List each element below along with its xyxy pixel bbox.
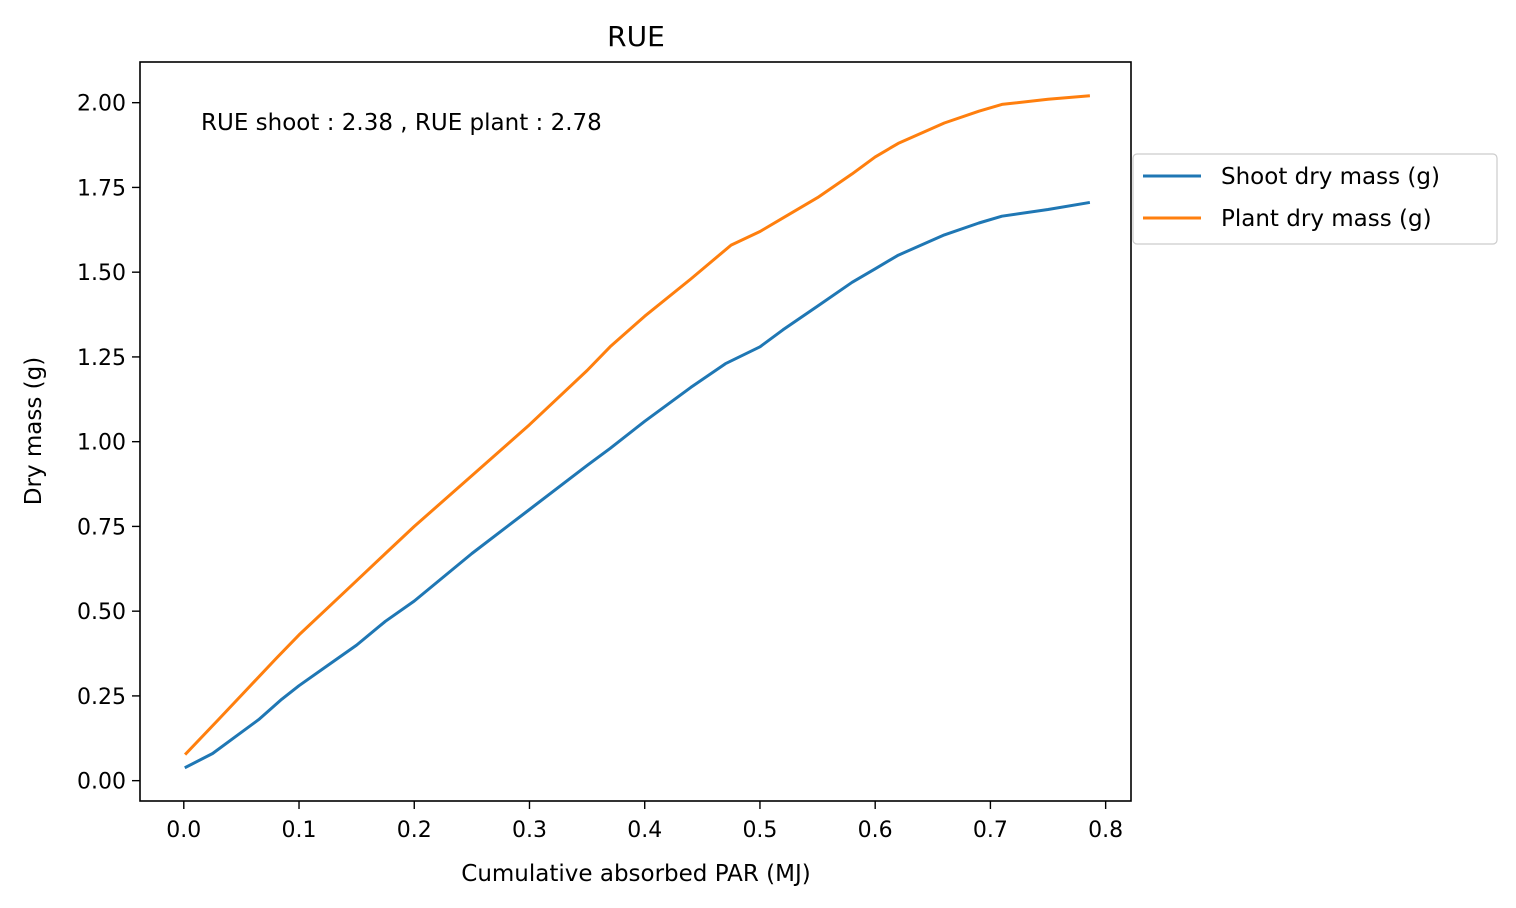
x-tick-label: 0.3 xyxy=(512,818,547,843)
y-tick-label: 1.00 xyxy=(77,431,126,456)
x-tick-label: 0.7 xyxy=(973,818,1008,843)
y-tick-label: 0.75 xyxy=(77,515,126,540)
y-tick-label: 0.50 xyxy=(77,600,126,625)
series-line-shoot xyxy=(184,200,1091,770)
series-line-plant xyxy=(183,94,1091,756)
y-tick-label: 0.00 xyxy=(77,770,126,795)
x-tick-label: 0.6 xyxy=(858,818,893,843)
y-tick-label: 1.75 xyxy=(77,176,126,201)
x-axis-label: Cumulative absorbed PAR (MJ) xyxy=(461,861,810,887)
chart-title: RUE xyxy=(607,20,665,53)
series-layer xyxy=(183,94,1091,770)
rue-annotation: RUE shoot : 2.38 , RUE plant : 2.78 xyxy=(201,110,602,136)
y-axis: 0.00 0.25 0.50 0.75 1.00 1.25 1.50 1.75 2.00 xyxy=(77,92,140,795)
y-tick-label: 2.00 xyxy=(77,92,126,117)
legend-frame xyxy=(1132,153,1498,245)
x-tick-label: 0.8 xyxy=(1088,818,1123,843)
x-tick-label: 0.4 xyxy=(627,818,662,843)
x-tick-label: 0.1 xyxy=(282,818,317,843)
y-tick-label: 0.25 xyxy=(77,685,126,710)
x-tick-label: 0.2 xyxy=(397,818,432,843)
legend-label-plant: Plant dry mass (g) xyxy=(1221,206,1432,232)
y-tick-label: 1.25 xyxy=(77,346,126,371)
y-axis-label: Dry mass (g) xyxy=(21,357,47,505)
x-axis: 0.0 0.1 0.2 0.3 0.4 0.5 0.6 0.7 0.8 xyxy=(166,801,1123,843)
legend: Shoot dry mass (g) Plant dry mass (g) xyxy=(1132,153,1498,245)
x-tick-label: 0.0 xyxy=(166,818,201,843)
legend-label-shoot: Shoot dry mass (g) xyxy=(1221,164,1440,190)
x-tick-label: 0.5 xyxy=(742,818,777,843)
axes-frame xyxy=(139,61,1132,802)
y-tick-label: 1.50 xyxy=(77,261,126,286)
